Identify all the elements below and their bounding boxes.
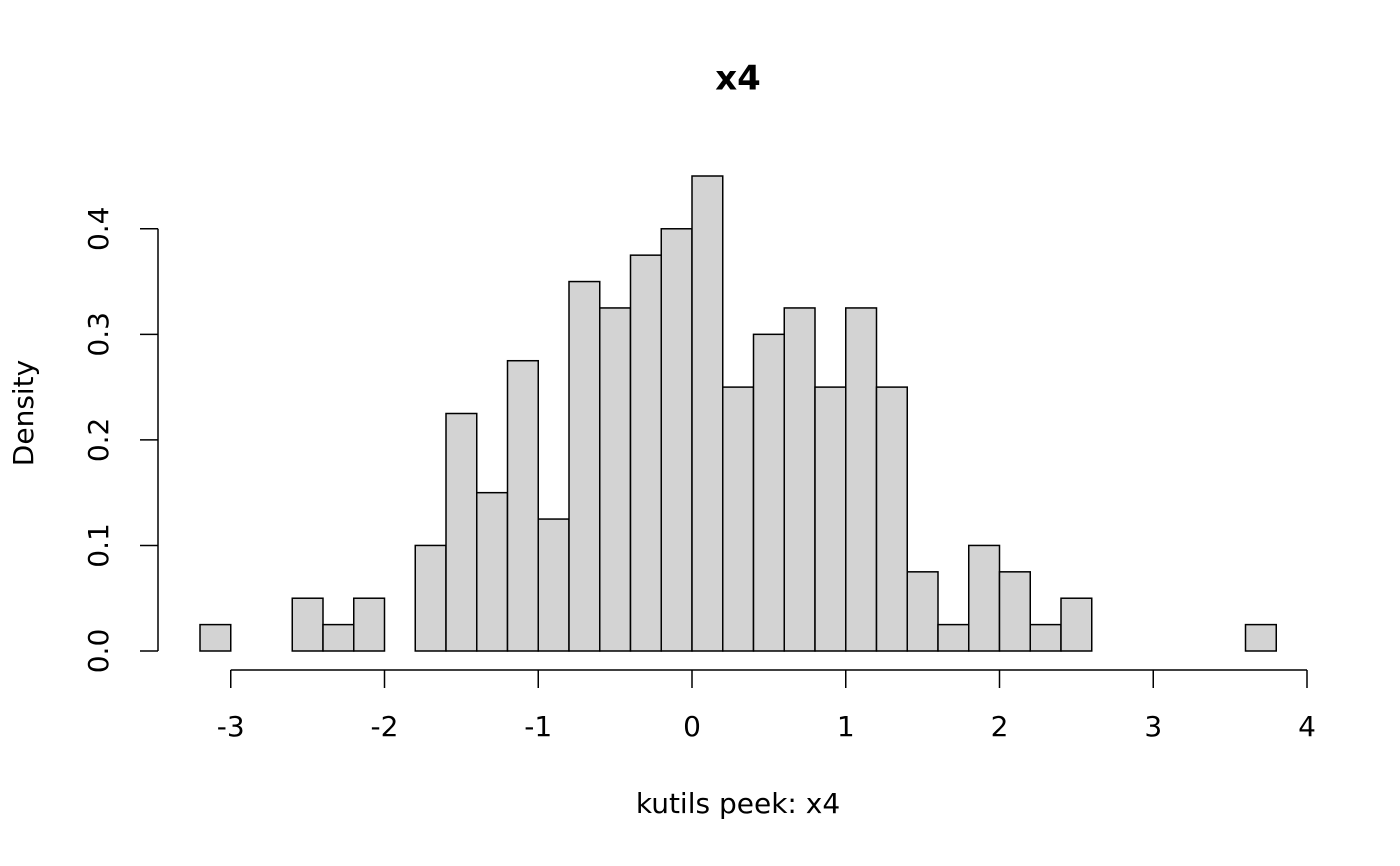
bar [414,544,447,652]
bar [968,544,1001,652]
bar [353,597,386,652]
y-axis-label: Density [7,360,40,466]
bar [199,623,232,652]
bar [998,571,1031,652]
bar [1244,623,1277,652]
x-tick-label: 0 [683,710,701,743]
x-axis-label: kutils peek: x4 [636,787,840,820]
y-tick-label: 0.4 [82,207,115,252]
y-tick-label: 0.0 [82,629,115,674]
x-tick-label: -1 [524,710,552,743]
bar [445,412,478,652]
y-tick-label: 0.2 [82,418,115,463]
x-tick-label: 4 [1298,710,1316,743]
bar [506,359,539,652]
x-tick-label: 2 [991,710,1009,743]
bar [476,491,509,652]
x-tick-label: 1 [837,710,855,743]
bar [629,254,662,652]
bar [322,623,355,652]
bar [814,386,847,652]
bar [660,228,693,652]
chart-title: x4 [715,59,761,99]
bar [537,518,570,652]
bar [599,307,632,652]
bar [906,571,939,652]
bar [691,175,724,652]
bar [722,386,755,652]
bar [845,307,878,652]
bar [752,333,785,652]
x-tick-label: -3 [217,710,245,743]
bar [1060,597,1093,652]
bar [291,597,324,652]
bar [937,623,970,652]
bar [875,386,908,652]
bar [783,307,816,652]
x-tick-label: 3 [1144,710,1162,743]
x-tick-label: -2 [371,710,399,743]
bar [1029,623,1062,652]
bar [568,280,601,652]
y-tick-label: 0.1 [82,523,115,568]
y-tick-label: 0.3 [82,312,115,357]
